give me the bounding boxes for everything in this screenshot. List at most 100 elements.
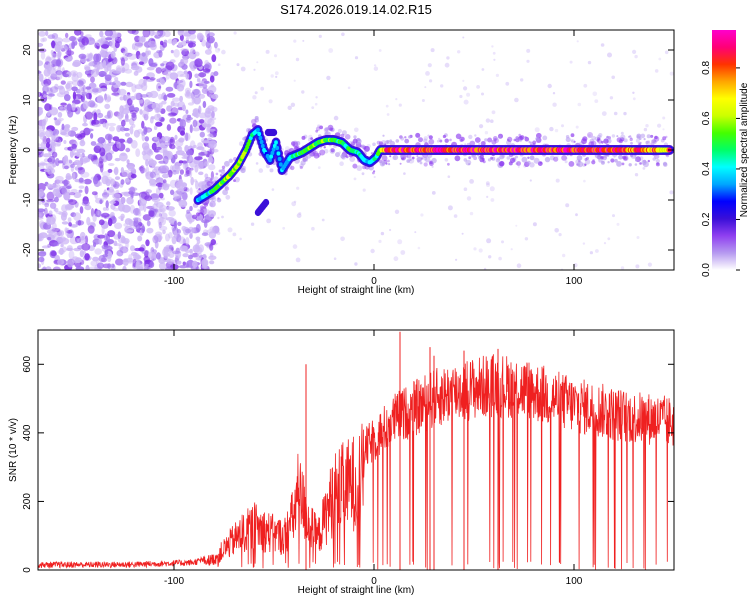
ridge-halo-speckle (202, 188, 205, 191)
ridge-halo-speckle (601, 160, 605, 164)
noise-speckle (176, 80, 180, 84)
noise-speckle (163, 39, 168, 45)
faint-speckle (555, 178, 560, 183)
noise-speckle (165, 233, 170, 242)
noise-speckle (159, 204, 167, 213)
noise-speckle (127, 97, 133, 106)
noise-speckle (66, 233, 71, 238)
noise-speckle (49, 184, 58, 189)
snr-ylabel: SNR (10 * v/v) (8, 418, 19, 482)
ridge-halo-speckle (241, 165, 247, 171)
noise-speckle (169, 138, 174, 143)
faint-speckle (298, 212, 302, 215)
faint-speckle (293, 39, 297, 43)
ridge-halo-speckle (481, 157, 485, 161)
noise-speckle (162, 229, 166, 235)
faint-speckle (462, 79, 465, 82)
ridge-halo-speckle (474, 137, 481, 143)
noise-speckle (160, 40, 164, 46)
noise-speckle (50, 250, 57, 257)
ridge-halo-speckle (269, 168, 274, 173)
noise-speckle (80, 95, 85, 101)
ridge-halo-speckle (636, 133, 642, 139)
noise-speckle (162, 136, 171, 142)
ridge-halo-speckle (515, 155, 518, 159)
noise-speckle (103, 223, 109, 229)
faint-speckle (252, 95, 257, 100)
noise-speckle (67, 110, 74, 118)
faint-speckle (333, 115, 339, 121)
y-tick-label: 20 (22, 44, 33, 56)
ridge-halo-speckle (620, 134, 626, 140)
ridge-halo-speckle (299, 165, 303, 170)
noise-speckle (59, 86, 66, 95)
noise-speckle (185, 132, 189, 142)
noise-speckle (150, 116, 155, 120)
noise-speckle (122, 50, 129, 57)
noise-speckle (48, 210, 53, 216)
noise-speckle (42, 266, 47, 270)
snr-plot-area (38, 330, 674, 570)
faint-speckle (265, 49, 270, 54)
noise-speckle (141, 225, 145, 234)
noise-speckle (167, 112, 177, 117)
ridge-halo-speckle (598, 133, 603, 138)
x-tick-label: 0 (371, 576, 377, 587)
noise-speckle (107, 255, 112, 263)
noise-speckle (101, 212, 110, 218)
noise-speckle (38, 251, 47, 257)
noise-speckle (125, 147, 131, 153)
noise-speckle (130, 95, 136, 101)
ridge-halo-speckle (646, 134, 651, 139)
noise-speckle (122, 265, 127, 270)
ridge-halo-speckle (431, 157, 437, 164)
noise-speckle (88, 266, 98, 270)
noise-speckle (61, 123, 65, 130)
faint-speckle (524, 237, 529, 241)
ridge-halo-speckle (650, 134, 654, 138)
noise-speckle (145, 239, 150, 247)
faint-speckle (459, 94, 463, 99)
faint-speckle (260, 86, 265, 91)
faint-speckle (414, 231, 417, 234)
noise-speckle (88, 62, 95, 67)
noise-speckle (107, 218, 113, 227)
noise-speckle (185, 109, 189, 115)
ridge-halo-speckle (497, 135, 502, 139)
ridge-halo-speckle (568, 161, 575, 167)
ridge-halo-speckle (623, 156, 628, 161)
noise-speckle (153, 211, 162, 218)
noise-speckle (43, 83, 49, 92)
ridge-halo-speckle (651, 139, 655, 144)
ridge-halo-speckle (647, 159, 650, 163)
faint-speckle (333, 257, 337, 261)
faint-speckle (403, 172, 406, 175)
noise-speckle (61, 221, 69, 225)
noise-speckle (138, 61, 144, 65)
noise-speckle (121, 169, 131, 178)
noise-speckle (111, 92, 120, 96)
noise-speckle (198, 105, 202, 114)
ridge-halo-speckle (228, 158, 233, 163)
ridge-mark (274, 140, 278, 145)
faint-speckle (275, 75, 278, 78)
ridge-halo-speckle (295, 141, 301, 146)
noise-speckle (191, 97, 196, 104)
noise-speckle (139, 165, 145, 174)
faint-speckle (370, 248, 375, 254)
ridge-halo-speckle (544, 156, 551, 163)
faint-speckle (271, 188, 275, 191)
noise-speckle (120, 191, 129, 195)
ridge-halo-speckle (222, 189, 229, 196)
noise-speckle (53, 242, 60, 247)
noise-speckle (129, 125, 134, 135)
noise-speckle (93, 53, 100, 63)
ridge-halo-speckle (198, 188, 201, 191)
faint-speckle (292, 244, 298, 249)
noise-speckle (80, 31, 84, 37)
noise-speckle (78, 185, 85, 189)
ridge-halo-speckle (302, 155, 309, 162)
noise-speckle (162, 173, 169, 179)
noise-speckle (210, 93, 219, 100)
noise-speckle (48, 87, 53, 96)
